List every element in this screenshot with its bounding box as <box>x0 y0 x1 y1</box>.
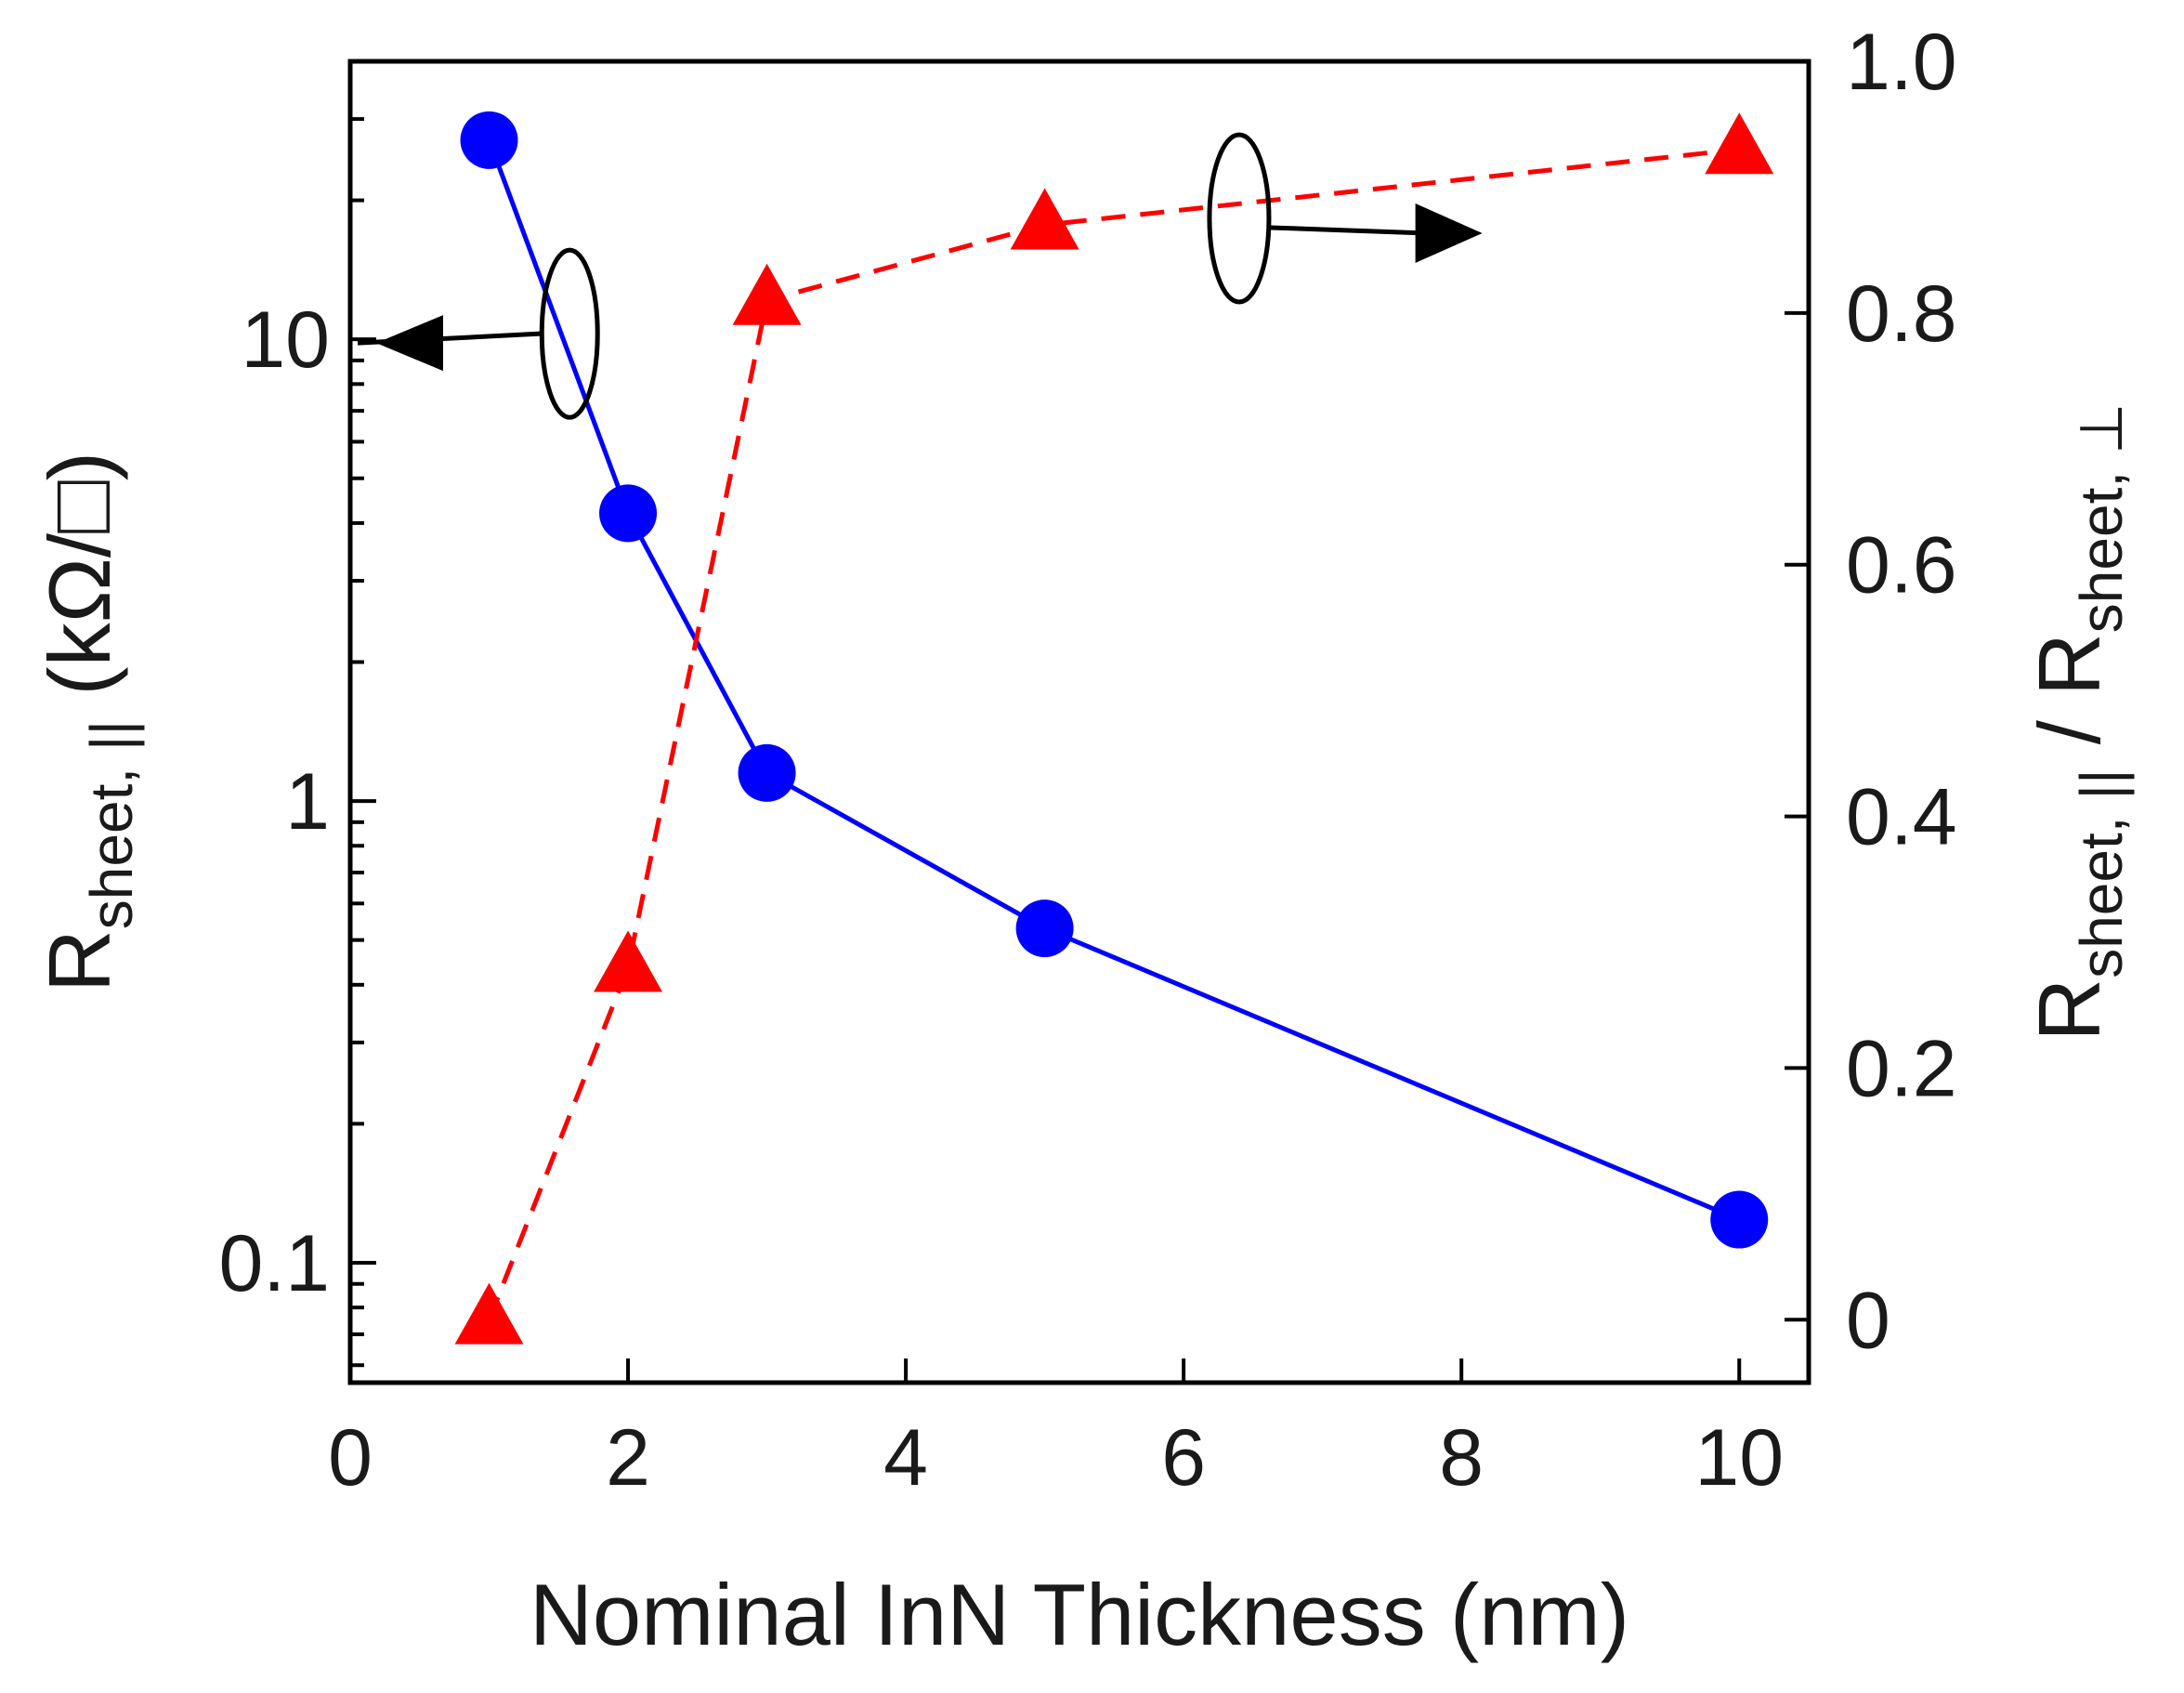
series-0-point <box>460 111 518 169</box>
tick-labels: 0 2 4 6 8 10 0.1 1 10 0 0.2 0.4 0.6 0.8 1.0 <box>218 18 1956 1503</box>
annotation-right-arrowhead <box>1415 203 1483 263</box>
y-left-title-sub: sheet, || <box>78 720 145 929</box>
y-left-tick-label: 1 <box>285 757 330 846</box>
series-0-point <box>1015 899 1074 958</box>
series-0-point <box>738 743 796 802</box>
series-1-point <box>1705 112 1774 175</box>
y-left-axis-title: Rsheet, || (kΩ/□) <box>31 452 145 992</box>
y-right-axis-title: Rsheet, || / Rsheet, ⊥ <box>2021 402 2135 1041</box>
annotations <box>357 132 1483 420</box>
y-right-tick-label: 0 <box>1846 1276 1890 1365</box>
y-left-tick-label: 10 <box>241 295 330 385</box>
y-right-title-sub-2: sheet, ⊥ <box>2068 402 2135 633</box>
series-lines <box>487 138 1741 1321</box>
annotation-right-ellipse <box>1207 132 1272 305</box>
series-1-point <box>454 1282 524 1345</box>
y-right-tick-label: 0.4 <box>1846 773 1957 862</box>
x-tick-label: 8 <box>1439 1413 1484 1503</box>
x-tick-label: 10 <box>1694 1413 1784 1503</box>
plot-frame <box>347 59 1811 1385</box>
annotation-left-ellipse <box>539 247 600 420</box>
y-right-tick-label: 1.0 <box>1846 18 1957 107</box>
y-right-title-main-1: R <box>2021 978 2118 1042</box>
series-0-line <box>487 138 1741 1222</box>
x-tick-label: 0 <box>328 1413 373 1503</box>
series-1-point <box>1010 188 1079 250</box>
y-right-title-sep: / <box>2021 696 2118 768</box>
y-left-title-main: R <box>31 929 128 992</box>
annotation-left-arrowhead <box>376 315 443 372</box>
series-markers <box>454 111 1774 1345</box>
y-right-tick-label: 0.8 <box>1846 269 1957 359</box>
y-right-title-main-2: R <box>2021 633 2118 696</box>
y-left-tick-label: 0.1 <box>218 1219 330 1308</box>
x-tick-label: 2 <box>606 1413 650 1503</box>
series-0-point <box>1710 1190 1769 1249</box>
x-tick-label: 6 <box>1161 1413 1206 1503</box>
series-1-point <box>594 930 663 992</box>
x-tick-label: 4 <box>883 1413 928 1503</box>
y-right-tick-label: 0.2 <box>1846 1024 1957 1113</box>
y-left-title-unit: (kΩ/□) <box>31 452 128 720</box>
y-right-title-sub-1: sheet, || <box>2068 768 2135 978</box>
series-0-point <box>599 484 658 543</box>
series-1-line <box>487 147 1740 1321</box>
x-axis-title: Nominal InN Thickness (nm) <box>530 1566 1629 1663</box>
annotation-right-arrow-shaft <box>1270 225 1427 236</box>
series-1-point <box>732 263 802 325</box>
axis-ticks <box>348 59 1809 1383</box>
y-right-tick-label: 0.6 <box>1846 521 1957 610</box>
